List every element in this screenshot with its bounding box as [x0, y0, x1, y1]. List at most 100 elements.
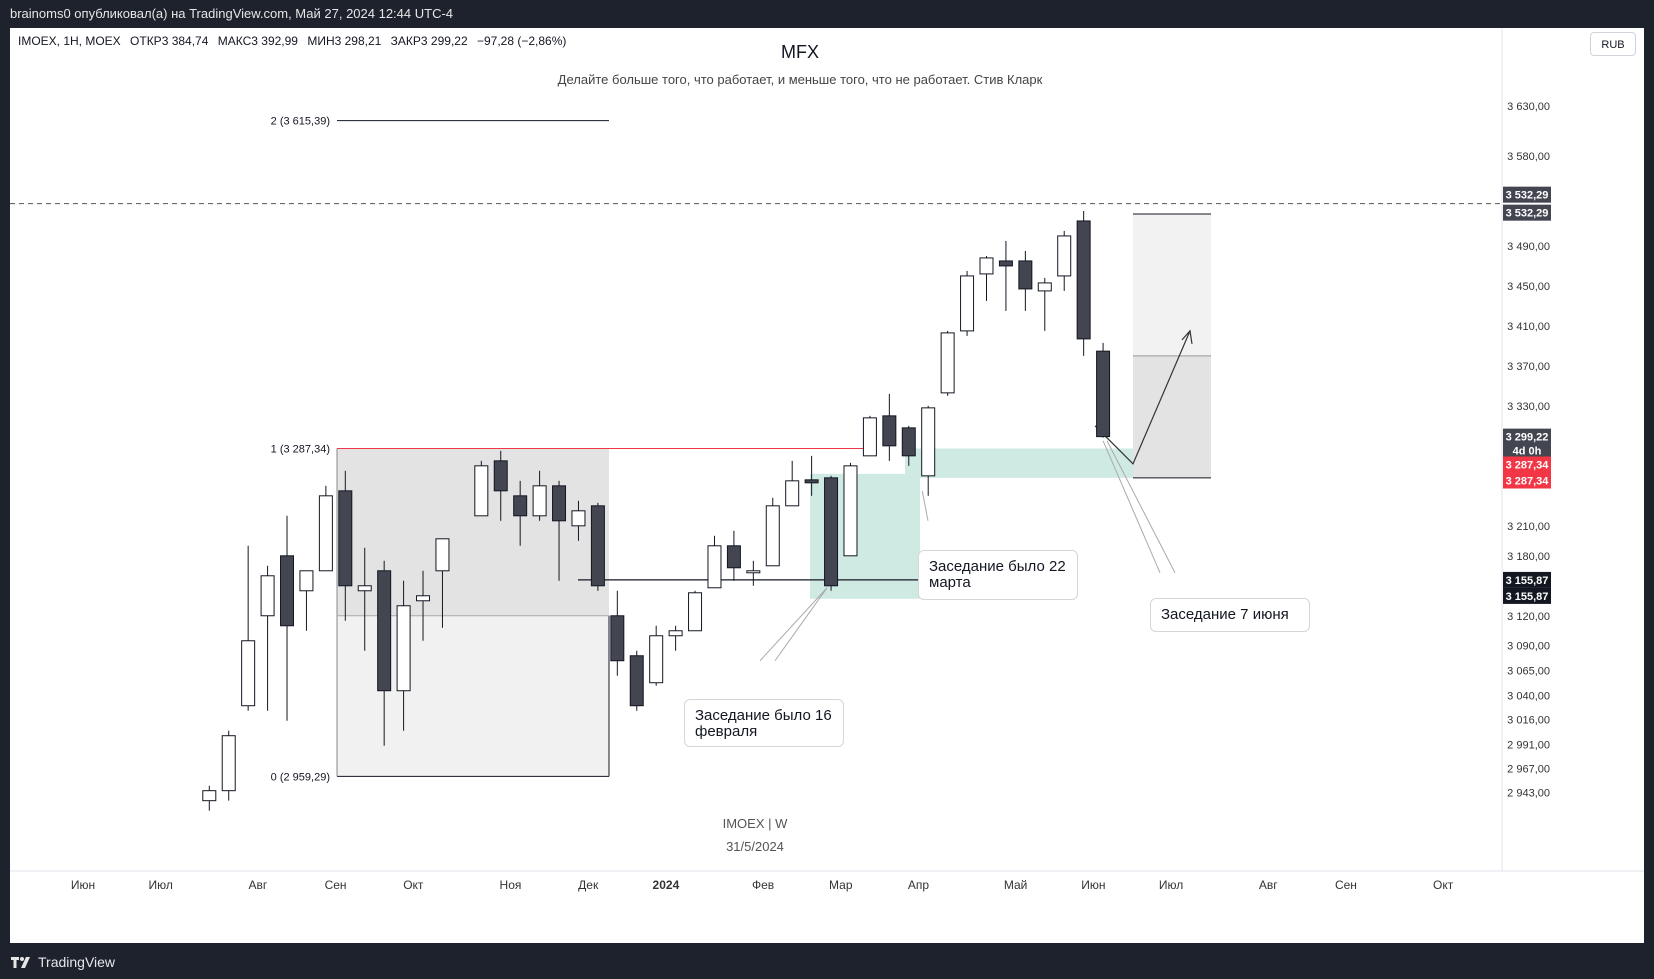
leader-feb-2: [774, 587, 828, 662]
candle-body: [338, 490, 353, 587]
y-tick-label: 3 490,00: [1507, 241, 1550, 253]
leader-jun-2: [1106, 440, 1176, 574]
chart-subtitle: Делайте больше того, что работает, и мен…: [557, 72, 1043, 87]
target-zone-lower: [1133, 355, 1211, 478]
candlestick-chart[interactable]: 2 (3 615,39)1 (3 287,34)0 (2 959,29)1M o…: [10, 28, 1644, 943]
x-tick-label: Июн: [71, 878, 95, 892]
y-tick-label: 3 450,00: [1507, 281, 1550, 293]
tradingview-logo-icon: [11, 957, 30, 968]
chart-area[interactable]: 2 (3 615,39)1 (3 287,34)0 (2 959,29)1M o…: [10, 28, 1644, 943]
candle: [726, 530, 741, 581]
projection-arrowhead: [1181, 329, 1193, 344]
candle: [921, 405, 936, 496]
price-tag-label: 3 299,22: [1506, 432, 1549, 444]
candle-body: [513, 495, 528, 517]
symbol-open: ОТКР3 384,74: [130, 34, 209, 48]
candle-body: [1037, 282, 1052, 292]
candle: [416, 570, 431, 641]
candle: [765, 497, 780, 567]
candle-body: [1076, 220, 1091, 340]
candle: [221, 730, 236, 801]
projection-path: [1094, 330, 1191, 465]
watermark-date: 31/5/2024: [726, 839, 784, 854]
fib-label-1: 1 (3 287,34): [271, 444, 330, 456]
price-tag-label: 3 287,34: [1506, 476, 1550, 488]
candle-body: [377, 570, 392, 692]
candle-body: [1096, 350, 1111, 438]
candle: [513, 480, 528, 546]
y-tick-label: 2 991,00: [1507, 740, 1550, 752]
candle-body: [707, 545, 722, 589]
candle-body: [960, 275, 975, 332]
y-tick-label: 3 016,00: [1507, 715, 1550, 727]
candle-body: [629, 655, 644, 707]
y-tick-label: 2 943,00: [1507, 788, 1550, 800]
y-tick-label: 3 580,00: [1507, 151, 1550, 163]
candle-body: [493, 460, 508, 492]
publisher-bar: brainoms0 опубликовал(а) на TradingView.…: [0, 0, 1654, 28]
y-tick-label: 3 120,00: [1507, 611, 1550, 623]
leader-feb-1: [759, 587, 828, 662]
x-tick-label: Ноя: [500, 878, 522, 892]
candle-body: [785, 480, 800, 507]
candle: [571, 500, 586, 541]
candle-body: [649, 635, 664, 684]
candle-body: [552, 485, 567, 522]
x-tick-label: Дек: [578, 878, 599, 892]
candle-body: [1057, 235, 1072, 277]
candle: [1096, 342, 1111, 438]
candle-body: [746, 570, 761, 574]
candle: [1076, 210, 1091, 356]
candle: [299, 570, 314, 631]
x-tick-label: Июл: [149, 878, 173, 892]
candle: [1057, 230, 1072, 291]
publisher-text: brainoms0 опубликовал(а) на TradingView.…: [10, 6, 454, 21]
x-tick-label: Авг: [248, 878, 267, 892]
y-tick-label: 3 410,00: [1507, 321, 1550, 333]
y-tick-label: 3 090,00: [1507, 641, 1550, 653]
candle-body: [765, 505, 780, 567]
candle-body: [260, 575, 275, 617]
candle-body: [862, 417, 877, 457]
candle-body: [532, 485, 547, 517]
chart-title: MFX: [781, 42, 819, 62]
candle: [280, 515, 295, 721]
y-tick-label: 3 330,00: [1507, 401, 1550, 413]
x-tick-label: Июн: [1081, 878, 1105, 892]
price-tag-bg: [1503, 456, 1551, 473]
symbol-low: МИН3 298,21: [307, 34, 382, 48]
currency-button[interactable]: RUB: [1590, 32, 1636, 56]
candle: [435, 538, 450, 628]
candle: [1037, 277, 1052, 331]
candle: [746, 560, 761, 586]
price-tag-bg: [1503, 472, 1551, 489]
price-tag-bg: [1503, 442, 1551, 459]
candle: [474, 460, 489, 517]
x-tick-label: Окт: [403, 878, 424, 892]
candle: [901, 425, 916, 466]
candle: [202, 785, 217, 811]
candle: [804, 455, 819, 496]
candle: [241, 545, 256, 711]
callout-feb: Заседание было 16 февраля: [684, 699, 844, 747]
candle: [824, 475, 839, 591]
candle-body: [998, 260, 1013, 267]
candle-body: [474, 465, 489, 517]
y-tick-label: 3 210,00: [1507, 521, 1550, 533]
candle: [882, 393, 897, 461]
target-zone-upper: [1133, 213, 1211, 356]
callout-jun: Заседание 7 июня: [1150, 598, 1310, 632]
x-tick-label: Июл: [1159, 878, 1183, 892]
footer-brand[interactable]: TradingView: [38, 954, 116, 970]
candle: [862, 415, 877, 457]
candle-body: [726, 545, 741, 569]
candle: [998, 240, 1013, 311]
candle-body: [824, 477, 839, 587]
y-tick-label: 3 630,00: [1507, 101, 1550, 113]
fib-label-0: 2 (3 615,39): [271, 116, 330, 128]
candle: [1018, 250, 1033, 311]
candle: [396, 580, 411, 731]
y-tick-label: 3 370,00: [1507, 361, 1550, 373]
candle-body: [241, 640, 256, 707]
order-block-mar: [905, 448, 1133, 478]
